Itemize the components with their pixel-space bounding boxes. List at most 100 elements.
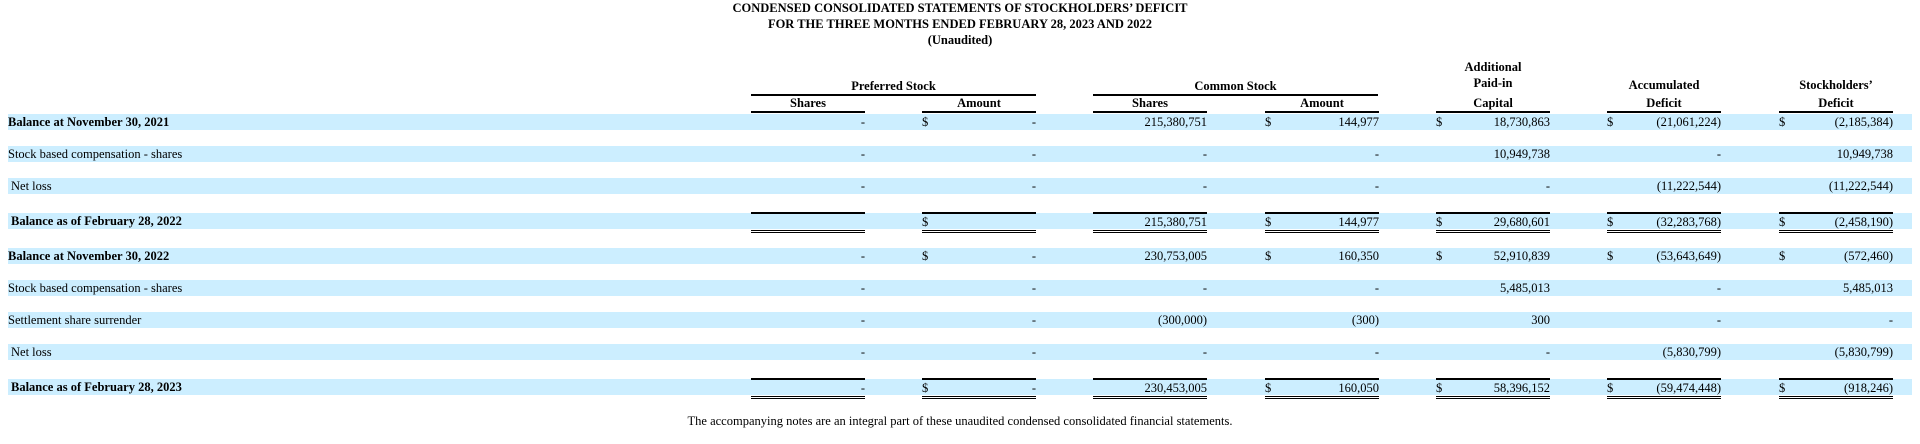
currency-symbol: $ (1436, 381, 1443, 395)
cell-value: (2,458,190) (1834, 215, 1893, 229)
cell-common-shares: 230,753,005 (1093, 248, 1208, 264)
currency-symbol: $ (1779, 115, 1786, 129)
cell-common-amount: - (1265, 146, 1379, 162)
cell-accumulated-deficit: $ (32,283,768) (1607, 212, 1721, 233)
cell-value: 144,977 (1338, 115, 1379, 129)
header-accumulated: Accumulated (1628, 78, 1700, 92)
row-label: Settlement share surrender (8, 313, 142, 327)
cell-value: - (1545, 179, 1550, 193)
table-row: Balance as of February 28, 2023- $ -230,45… (8, 378, 1912, 399)
cell-value: 5,485,013 (1500, 281, 1550, 295)
cell-value: - (1031, 281, 1036, 295)
currency-symbol: $ (1436, 115, 1443, 129)
cell-value: - (860, 381, 865, 395)
row-label: Balance at November 30, 2022 (8, 249, 170, 263)
currency-symbol: $ (1779, 381, 1786, 395)
header-stockholders-deficit: Deficit (1779, 96, 1893, 113)
cell-value: - (860, 345, 865, 359)
cell-value: - (1202, 179, 1207, 193)
currency-symbol: $ (1607, 215, 1614, 229)
cell-pref-amount: $ (922, 212, 1036, 233)
table-row: Balance at November 30, 2021- $ -215,380,7… (8, 114, 1912, 130)
cell-common-amount: $160,050 (1265, 378, 1379, 399)
cell-value: - (1716, 281, 1721, 295)
currency-symbol: $ (1265, 115, 1272, 129)
cell-common-amount: $160,350 (1265, 248, 1379, 264)
cell-value: 215,380,751 (1144, 215, 1208, 229)
cell-common-shares: - (1093, 146, 1207, 162)
cell-stockholders-deficit: $ (918,246) (1779, 378, 1893, 399)
cell-value: - (1031, 313, 1036, 327)
currency-symbol: $ (1265, 249, 1272, 263)
currency-symbol: $ (1607, 249, 1614, 263)
currency-symbol: $ (922, 215, 929, 229)
cell-pref-amount: $ - (922, 114, 1036, 130)
cell-apic: 10,949,738 (1436, 146, 1550, 162)
cell-value: 58,396,152 (1493, 381, 1550, 395)
cell-common-shares: 215,380,751 (1093, 114, 1208, 130)
cell-value: - (1202, 345, 1207, 359)
currency-symbol: $ (922, 249, 929, 263)
cell-pref-amount: $ - (922, 248, 1036, 264)
header-common-amount: Amount (1265, 96, 1379, 113)
cell-value: 160,350 (1338, 249, 1379, 263)
cell-pref-shares: - (751, 146, 865, 162)
cell-value: - (1716, 313, 1721, 327)
cell-common-amount: (300) (1265, 312, 1379, 328)
cell-accumulated-deficit: $ (53,643,649) (1607, 248, 1721, 264)
cell-value: - (860, 281, 865, 295)
cell-value: 29,680,601 (1493, 215, 1550, 229)
cell-apic: $18,730,863 (1436, 114, 1550, 130)
cell-value: 5,485,013 (1843, 281, 1893, 295)
cell-value: (11,222,544) (1656, 179, 1721, 193)
header-accumulated-deficit: Deficit (1607, 96, 1721, 113)
cell-accumulated-deficit: - (1607, 312, 1721, 328)
title-line-1: CONDENSED CONSOLIDATED STATEMENTS OF STO… (732, 1, 1188, 15)
row-label: Stock based compensation - shares (8, 147, 183, 161)
cell-value: - (1202, 281, 1207, 295)
currency-symbol: $ (1607, 115, 1614, 129)
cell-pref-shares: - (751, 248, 865, 264)
cell-pref-amount: - (922, 280, 1036, 296)
header-apic-line-3: Capital (1436, 96, 1550, 113)
cell-value: (2,185,384) (1834, 115, 1893, 129)
cell-stockholders-deficit: 5,485,013 (1779, 280, 1893, 296)
table-row: Settlement share surrender - - (300,000) (30… (8, 312, 1912, 328)
cell-value: 52,910,839 (1493, 249, 1550, 263)
table-row: Net loss - - - - - (5,830,799) (5,830,799) (8, 344, 1912, 360)
row-label: Balance at November 30, 2021 (8, 115, 170, 129)
cell-value: 10,949,738 (1836, 147, 1893, 161)
statement-title: CONDENSED CONSOLIDATED STATEMENTS OF STO… (0, 0, 1920, 48)
currency-symbol: $ (1265, 215, 1272, 229)
cell-value: - (860, 313, 865, 327)
cell-value: 144,977 (1338, 215, 1379, 229)
cell-value: 300 (1531, 313, 1550, 327)
cell-value: - (1716, 147, 1721, 161)
cell-value: 230,453,005 (1144, 381, 1208, 395)
row-label: Balance as of February 28, 2022 (11, 214, 182, 228)
cell-pref-amount: - (922, 312, 1036, 328)
currency-symbol: $ (1779, 215, 1786, 229)
title-line-3: (Unaudited) (927, 33, 993, 47)
cell-value: - (860, 249, 865, 263)
cell-pref-shares: - (751, 280, 865, 296)
cell-common-shares: - (1093, 280, 1207, 296)
cell-apic: $29,680,601 (1436, 212, 1550, 233)
cell-value: - (1031, 249, 1036, 263)
cell-stockholders-deficit: (5,830,799) (1779, 344, 1893, 360)
currency-symbol: $ (922, 115, 929, 129)
currency-symbol: $ (1436, 249, 1443, 263)
header-common-stock: Common Stock (1093, 78, 1378, 96)
header-pref-amount: Amount (922, 96, 1036, 113)
currency-symbol: $ (922, 381, 929, 395)
cell-pref-amount: - (922, 178, 1036, 194)
cell-accumulated-deficit: (5,830,799) (1607, 344, 1721, 360)
header-pref-shares: Shares (751, 96, 865, 113)
cell-value: (11,222,544) (1828, 179, 1893, 193)
cell-stockholders-deficit: $ (2,458,190) (1779, 212, 1893, 233)
cell-value: (300,000) (1158, 313, 1207, 327)
header-apic-line-2: Paid-in (1473, 76, 1513, 90)
cell-pref-amount: - (922, 344, 1036, 360)
cell-common-shares: 215,380,751 (1093, 212, 1207, 233)
